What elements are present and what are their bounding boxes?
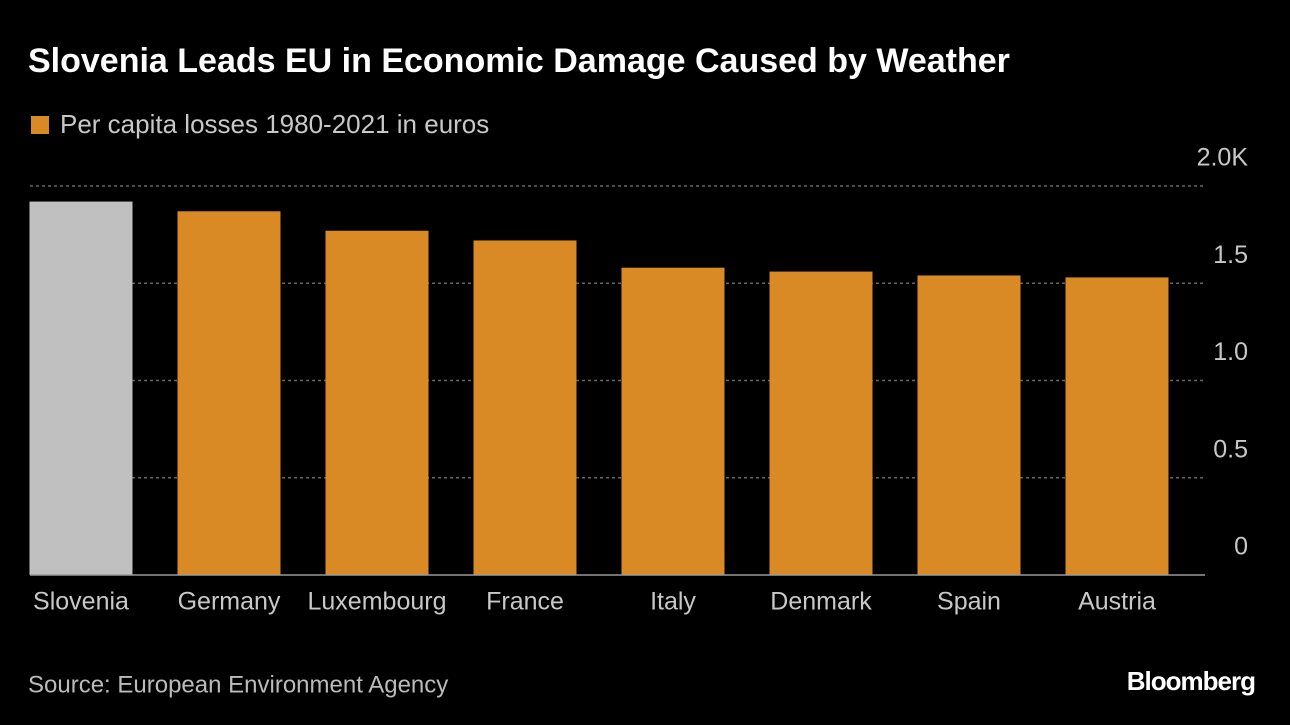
- bar: [621, 267, 725, 575]
- x-tick-label: France: [486, 588, 564, 616]
- bar: [473, 240, 577, 575]
- source: Source: European Environment Agency: [28, 671, 448, 698]
- legend-swatch: [31, 116, 49, 134]
- bar: [917, 275, 1021, 575]
- bar: [325, 230, 429, 576]
- x-tick-label: Denmark: [770, 588, 872, 616]
- x-tick-label: Italy: [650, 588, 696, 616]
- bar: [1065, 277, 1169, 575]
- y-tick-label: 1.0: [1213, 338, 1248, 366]
- x-tick-label: Luxembourg: [308, 588, 447, 616]
- y-tick-label: 0: [1234, 533, 1248, 561]
- bar: [177, 211, 281, 575]
- x-tick-label: Spain: [937, 588, 1001, 616]
- x-tick-label: Austria: [1078, 588, 1156, 616]
- brand: Bloomberg: [1127, 666, 1255, 696]
- y-tick-label: 0.5: [1213, 435, 1248, 463]
- y-tick-label: 1.5: [1213, 241, 1248, 269]
- bar: [29, 201, 133, 575]
- bar: [769, 271, 873, 575]
- x-tick-label: Germany: [178, 588, 281, 616]
- y-tick-label: 2.0K: [1197, 144, 1249, 172]
- legend-label: Per capita losses 1980-2021 in euros: [60, 109, 489, 139]
- x-tick-label: Slovenia: [33, 588, 129, 616]
- chart-title: Slovenia Leads EU in Economic Damage Cau…: [28, 42, 1010, 80]
